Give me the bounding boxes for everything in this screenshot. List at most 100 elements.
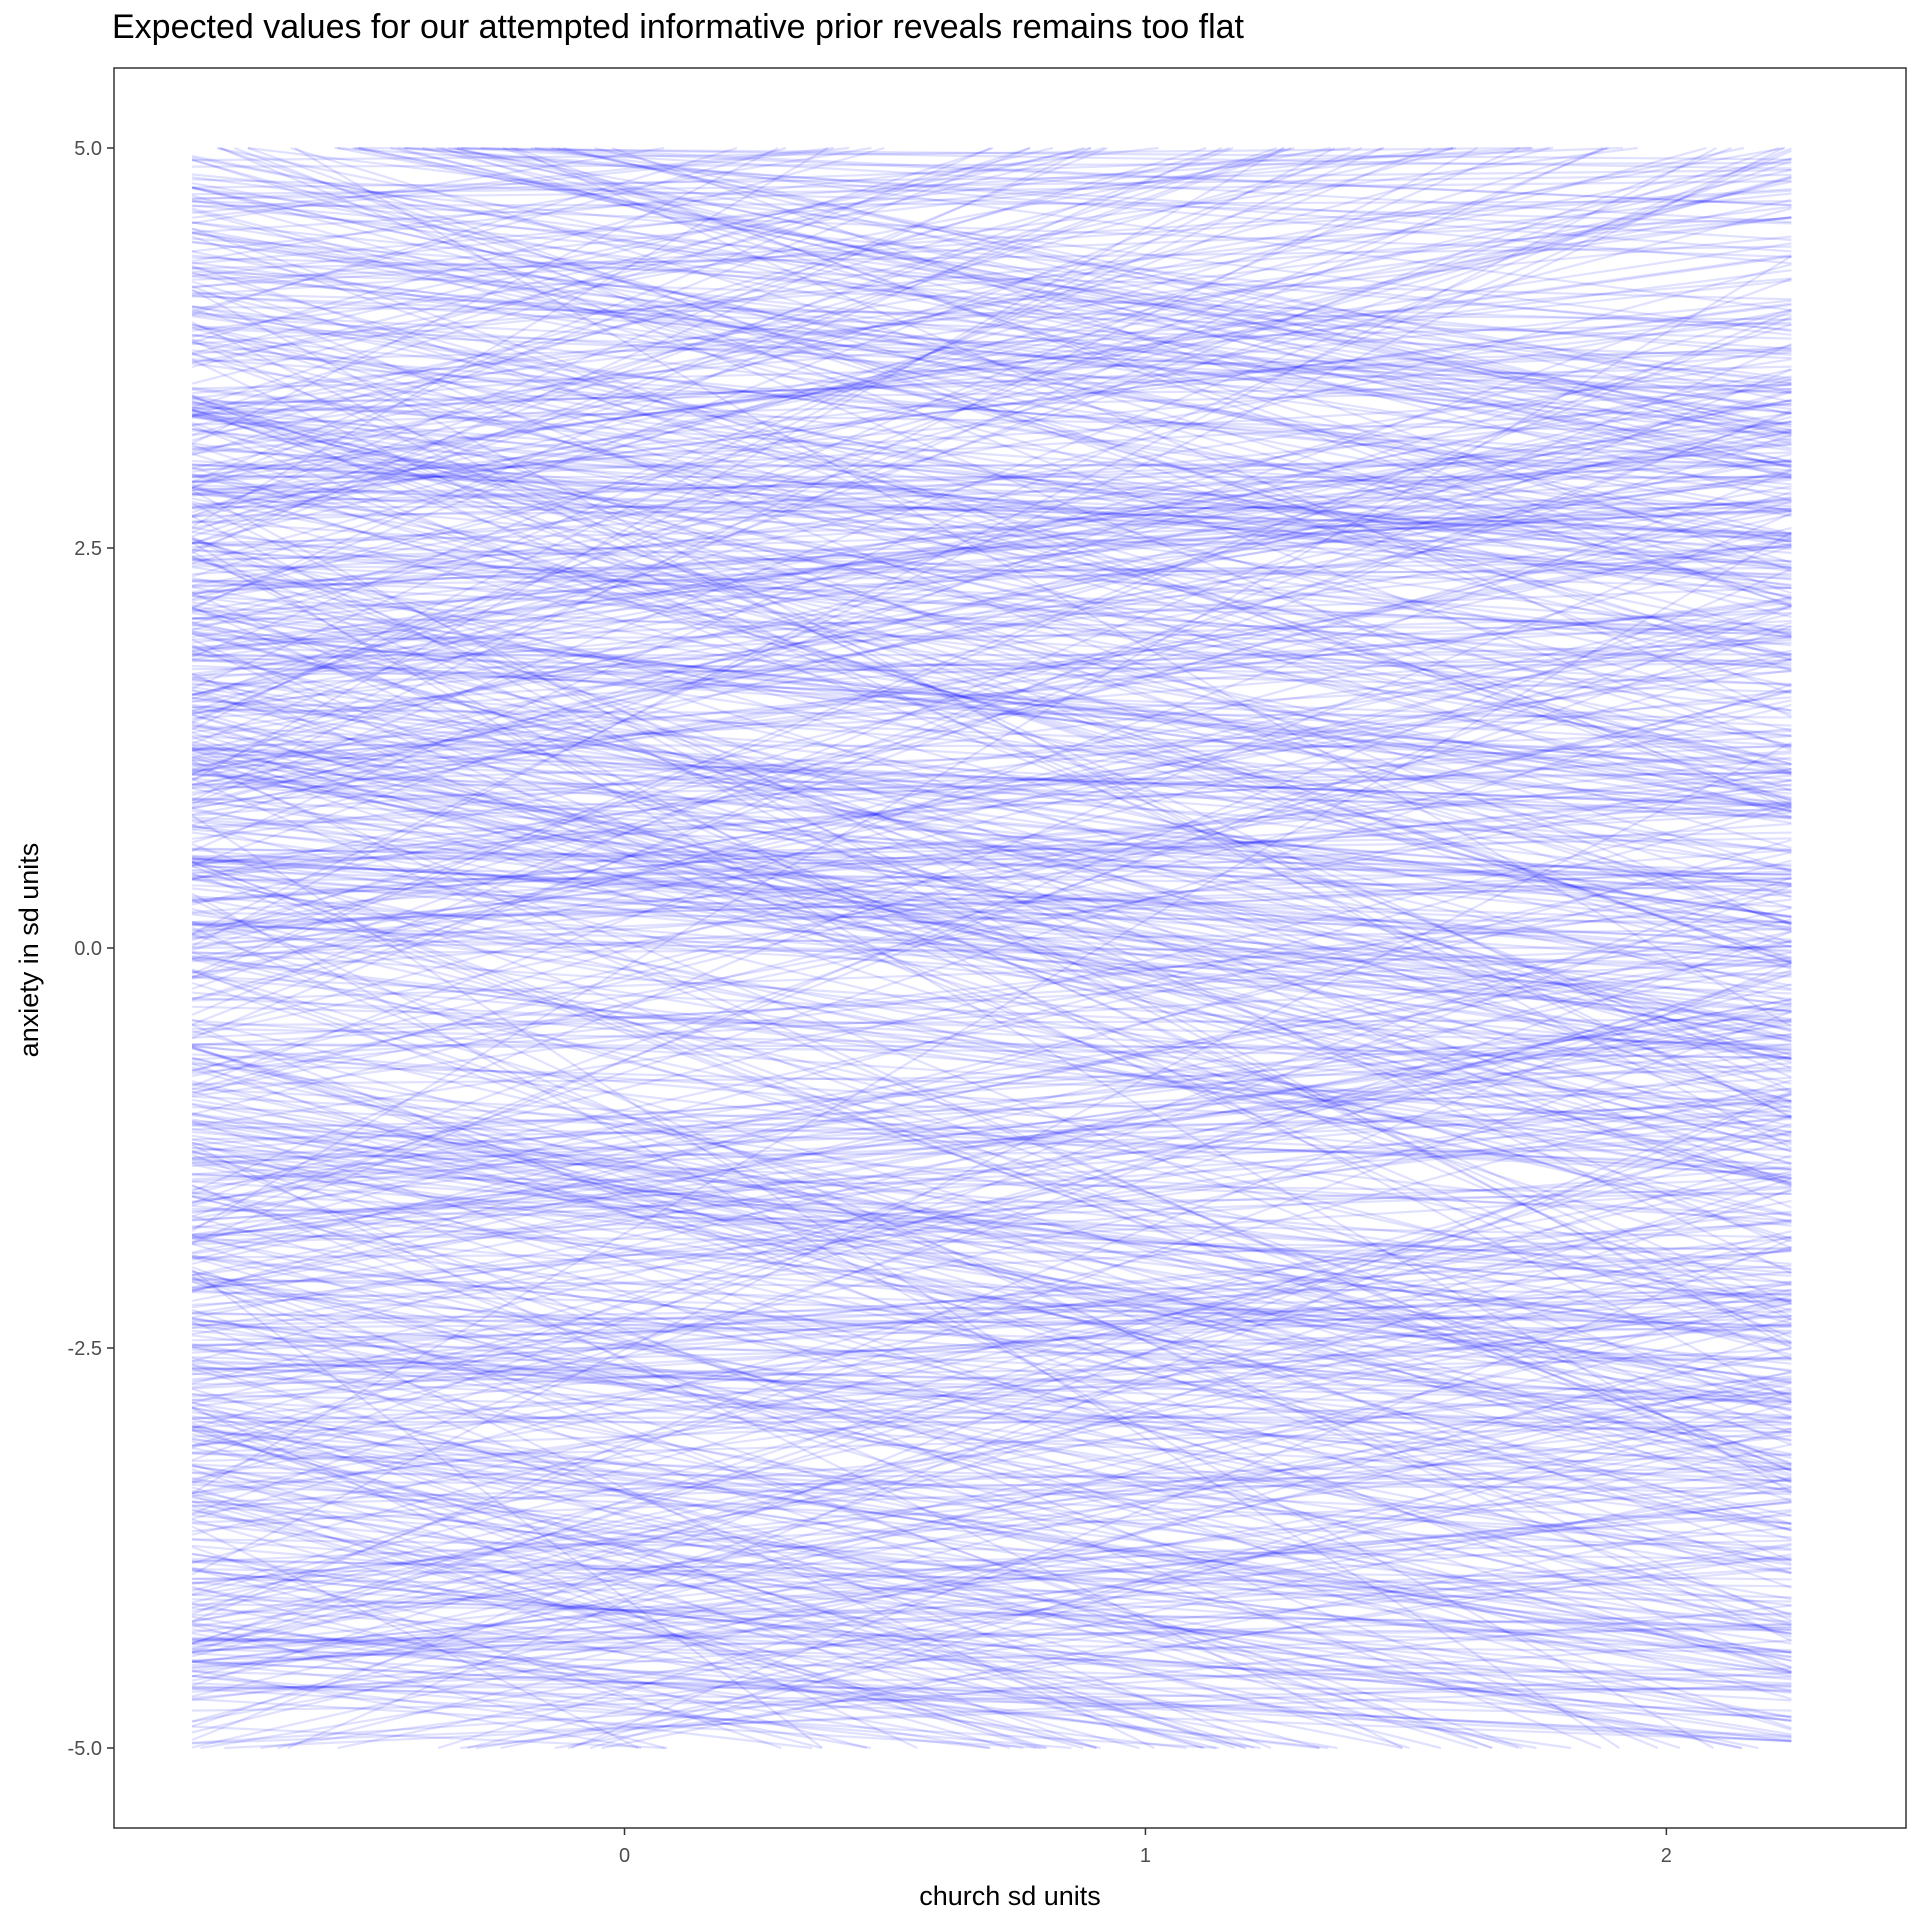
series-line	[192, 811, 1792, 902]
series-line	[192, 771, 1792, 801]
series-line	[191, 1294, 1792, 1723]
series-line	[192, 734, 1792, 820]
series-line	[191, 705, 1792, 1032]
series-line	[191, 1270, 1792, 1627]
series-line	[192, 1186, 1792, 1289]
series-line	[191, 471, 1792, 715]
series-line	[192, 511, 1792, 562]
series-line	[192, 1648, 1792, 1693]
series-line	[192, 822, 1792, 933]
series-line	[191, 146, 1292, 552]
series-line	[192, 659, 1792, 747]
series-line	[191, 266, 1792, 438]
series-line	[192, 653, 1792, 766]
series-line	[192, 351, 1792, 497]
series-line	[191, 1308, 1492, 1750]
series-line	[192, 1076, 1792, 1176]
series-line	[191, 399, 1792, 679]
series-line	[191, 496, 1792, 652]
series-line	[191, 543, 1792, 810]
series-line	[192, 169, 1792, 189]
series-line	[191, 961, 1792, 1276]
series-line	[440, 146, 1792, 564]
series-line	[191, 612, 1792, 787]
series-line	[192, 1191, 1792, 1277]
series-line	[191, 536, 1792, 1186]
series-line	[192, 1093, 1792, 1238]
series-line	[192, 746, 1792, 808]
series-line	[191, 453, 1792, 797]
series-line	[191, 874, 1792, 1023]
series-line	[192, 849, 1792, 960]
series-line	[192, 1088, 1792, 1131]
series-line	[192, 1603, 1792, 1627]
series-line	[191, 1023, 1792, 1236]
series-line	[192, 1185, 1792, 1246]
series-line	[191, 389, 1792, 808]
series-line	[192, 460, 1792, 471]
series-line	[191, 1587, 1261, 1750]
series-line	[192, 783, 1792, 888]
series-line	[191, 969, 1792, 1562]
series-line	[191, 1553, 1572, 1750]
series-line	[404, 146, 1792, 253]
series-line	[192, 724, 1792, 818]
series-line	[191, 1115, 1792, 1309]
series-line	[192, 1122, 1792, 1222]
series-line	[611, 146, 1792, 572]
series-line	[191, 713, 1792, 1153]
series-line	[192, 991, 1792, 1134]
series-line	[191, 969, 1792, 1447]
series-line	[192, 1467, 1792, 1524]
series-line	[191, 146, 787, 313]
series-line	[191, 657, 1792, 932]
series-line	[534, 146, 1792, 207]
series-line	[191, 475, 1792, 627]
series-line	[247, 146, 1792, 695]
series-line	[192, 874, 1792, 978]
series-line	[191, 1346, 1792, 1734]
series-line	[467, 1427, 1792, 1750]
series-line	[192, 617, 1792, 632]
series-line	[191, 1087, 1792, 1315]
series-line	[191, 531, 1792, 712]
series-line	[192, 727, 1792, 875]
series-line	[192, 801, 1792, 903]
series-line	[192, 1612, 1792, 1662]
series-line	[192, 1526, 1792, 1670]
series-line	[192, 216, 1792, 346]
series-line	[191, 649, 1792, 936]
series-line	[191, 669, 1792, 867]
series-line	[191, 1060, 1792, 1302]
series-line	[191, 412, 1792, 849]
series-line	[191, 652, 1792, 960]
series-line	[191, 1585, 822, 1750]
series-line	[191, 227, 1792, 518]
series-line	[192, 1264, 1792, 1354]
series-line	[192, 752, 1792, 861]
series-line	[191, 1278, 1792, 1457]
series-line	[191, 1128, 1792, 1345]
series-line	[191, 621, 1792, 1103]
series-line	[192, 463, 1792, 550]
series-line	[191, 1545, 782, 1750]
series-line	[191, 1029, 1792, 1472]
series-line	[191, 968, 1792, 1443]
series-line	[191, 1288, 1792, 1613]
series-line	[191, 1268, 823, 1749]
series-line	[191, 1146, 1792, 1303]
series-line	[191, 177, 1792, 601]
series-line	[191, 146, 834, 215]
series-line	[562, 146, 1792, 445]
series-line	[191, 368, 1792, 716]
series-line	[191, 531, 1792, 1495]
series-line	[191, 433, 1792, 942]
series-line	[191, 440, 1792, 656]
series-line	[191, 1266, 1493, 1750]
series-line	[191, 1496, 1792, 1738]
series-line	[192, 1343, 1792, 1361]
series-line	[191, 1130, 1792, 1565]
series-line	[191, 777, 1792, 929]
series-line	[192, 607, 1792, 714]
series-line	[191, 630, 1792, 1064]
